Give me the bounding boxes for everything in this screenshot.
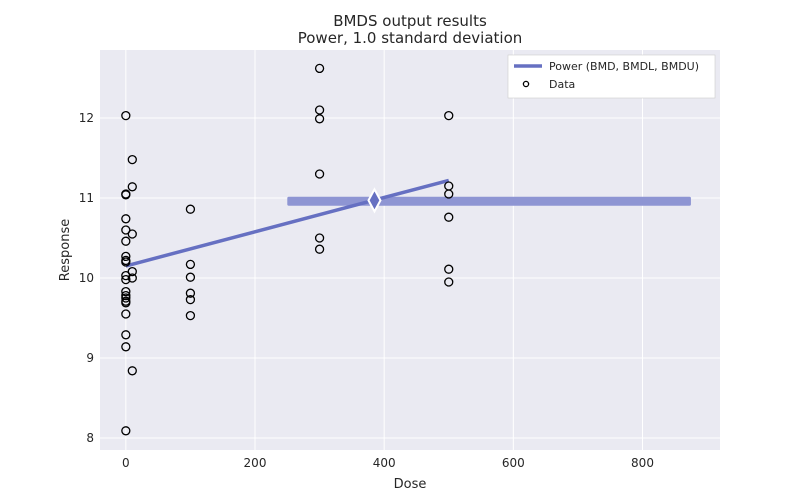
data-point — [121, 330, 131, 340]
legend-label-model: Power (BMD, BMDL, BMDU) — [549, 60, 699, 73]
legend-point-swatch — [522, 80, 530, 88]
data-point — [121, 290, 131, 301]
data-point — [127, 154, 137, 165]
data-point — [444, 264, 454, 274]
x-tick-label: 600 — [502, 456, 525, 470]
y-axis-label: Response — [58, 219, 73, 281]
data-point — [185, 288, 196, 298]
y-tick-label: 9 — [86, 351, 94, 365]
data-point — [121, 309, 131, 319]
data-point — [185, 272, 196, 282]
data-point — [127, 273, 137, 283]
data-point — [444, 110, 454, 121]
data-point — [121, 251, 131, 262]
data-point — [121, 286, 131, 297]
data-point — [127, 229, 137, 239]
data-point — [121, 110, 131, 121]
data-point — [314, 169, 325, 179]
data-point — [444, 277, 454, 287]
x-tick-label: 0 — [122, 456, 130, 470]
data-point — [121, 293, 131, 303]
x-tick-label: 400 — [373, 456, 396, 470]
data-point — [185, 204, 196, 214]
grid — [100, 50, 720, 450]
data-point — [314, 63, 325, 74]
bmd-marker — [367, 187, 382, 214]
data-point — [121, 257, 131, 267]
x-tick-label: 800 — [631, 456, 654, 470]
legend-label-data: Data — [549, 78, 575, 91]
y-tick-label: 10 — [79, 271, 94, 285]
data-point — [185, 294, 196, 305]
data-point — [121, 225, 131, 235]
model-line-layer — [125, 178, 450, 268]
data-points — [121, 63, 454, 436]
data-point — [121, 342, 131, 352]
model-line — [125, 178, 450, 268]
y-tick-label: 12 — [79, 111, 94, 125]
data-point — [444, 189, 454, 199]
data-point — [185, 310, 196, 321]
data-point — [444, 212, 454, 222]
y-tick-label: 11 — [79, 191, 94, 205]
chart-title: BMDS output results — [333, 12, 487, 30]
chart-subtitle: Power, 1.0 standard deviation — [298, 29, 523, 47]
legend-box — [507, 54, 716, 99]
data-point — [121, 298, 131, 308]
bmd-marker-layer — [367, 187, 382, 214]
ticks: 0 200 400 600 800 8 9 10 11 12 — [79, 111, 654, 470]
data-point — [314, 233, 325, 243]
data-point — [121, 190, 131, 200]
data-point — [121, 274, 131, 285]
data-point — [127, 182, 137, 192]
x-tick-label: 200 — [244, 456, 267, 470]
bmd-range-bar — [287, 196, 691, 206]
data-point — [121, 236, 131, 246]
data-point — [121, 426, 131, 436]
plot-area — [100, 50, 720, 450]
data-point — [121, 214, 131, 224]
data-point — [314, 114, 325, 124]
data-point — [314, 105, 325, 115]
y-tick-label: 8 — [86, 431, 94, 445]
x-axis-label: Dose — [394, 477, 427, 492]
bmd-range-layer — [287, 196, 691, 206]
data-point — [121, 270, 131, 281]
data-point — [185, 259, 196, 270]
data-point — [314, 244, 325, 254]
data-point — [127, 366, 137, 376]
legend: Power (BMD, BMDL, BMDU) Data — [507, 54, 716, 99]
data-point — [127, 266, 137, 277]
